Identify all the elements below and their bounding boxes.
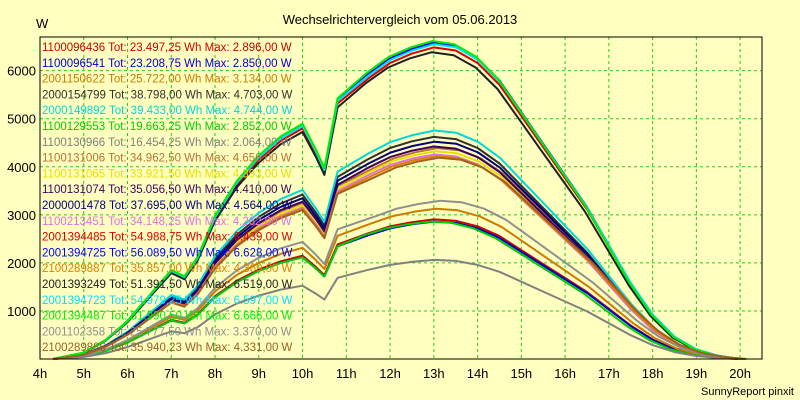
series-line-19 [52,156,746,360]
x-tick-label-12: 16h [554,366,576,381]
legend-entry-1: 1100096541 Tot: 23.208,75 Wh Max: 2.850,… [42,58,292,70]
legend-entry-16: 2001394723 Tot: 54.979,25 Wh Max: 6.597,… [42,295,293,307]
x-tick-label-2: 6h [120,366,134,381]
x-tick-label-0: 4h [33,366,47,381]
x-tick-label-14: 18h [642,366,664,381]
legend-entry-18: 2001102358 Tot: 25.777,50 Wh Max: 3.370,… [42,326,292,338]
legend-entry-19: 2100289886 Tot: 35.940,23 Wh Max: 4.331,… [42,342,293,354]
y-tick-label-5: 6000 [7,64,36,79]
series-line-5 [53,220,737,360]
legend-entry-0: 1100096436 Tot: 23.497,25 Wh Max: 2.896,… [42,42,292,54]
x-tick-label-7: 11h [336,366,357,381]
series-line-2 [53,207,743,360]
series-lines [52,40,747,360]
legend-entry-4: 2000149892 Tot: 39.433,00 Wh Max: 4.744,… [42,105,293,117]
x-tick-label-15: 19h [686,366,708,381]
footer-credit: SunnyReport pinxit [701,386,794,398]
x-tick-label-5: 9h [252,366,266,381]
x-tick-label-6: 10h [292,366,314,381]
plot-frame [39,36,763,360]
series-line-17 [52,40,739,360]
y-tick-label-2: 3000 [7,208,36,223]
y-tick-label-1: 2000 [7,256,36,271]
legend-entry-17: 2001394487 Tot: 51.990,50 Wh Max: 6.666,… [42,311,293,323]
series-line-18 [52,199,747,360]
x-tick-label-13: 17h [598,366,620,381]
legend-entry-2: 2001150622 Tot: 25.722,00 Wh Max: 3.134,… [42,74,292,86]
series-line-4 [52,129,741,360]
legend-entry-11: 1100213451 Tot: 34.148,25 Wh Max: 4.262,… [42,216,292,228]
x-tick-label-3: 7h [164,366,178,381]
legend-entry-5: 1100129553 Tot: 19.663,25 Wh Max: 2.852,… [42,121,292,133]
y-axis-ticks: 1000 2000 3000 4000 5000 6000 [7,64,36,319]
y-tick-label-0: 1000 [7,304,36,319]
legend-entry-14: 2100289887 Tot: 35.857,00 Wh Max: 4.369,… [42,263,293,275]
legend-entry-8: 1100131065 Tot: 33.921,50 Wh Max: 4.393,… [42,168,292,180]
x-tick-label-9: 13h [423,366,445,381]
x-tick-label-4: 8h [208,366,222,381]
legend-entry-10: 2000001478 Tot: 37.695,00 Wh Max: 4.564,… [42,200,293,212]
x-tick-label-1: 5h [77,366,91,381]
x-tick-label-10: 14h [467,366,489,381]
y-axis-unit-label: W [36,16,49,31]
legend-entry-7: 1100131006 Tot: 34.962,50 Wh Max: 4.656,… [42,153,292,165]
x-axis-ticks: 4h 5h 6h 7h 8h 9h 10h 11h 12h 13h 14h 15h 16h 17h 18h 1… [33,366,751,381]
legend-entry-15: 2001393249 Tot: 51.391,50 Wh Max: 6.519,… [42,279,293,291]
series-line-15 [52,51,739,360]
chart-title: Wechselrichtervergleich vom 05.06.2013 [283,12,518,27]
series-line-6 [53,258,741,360]
legend-entry-6: 1100130966 Tot: 16.454,25 Wh Max: 2.064,… [42,137,292,149]
legend: 1100096436 Tot: 23.497,25 Wh Max: 2.896,… [42,42,293,354]
legend-entry-3: 2000154799 Tot: 38.798,00 Wh Max: 4.703,… [42,89,293,101]
y-tick-label-4: 5000 [7,112,36,127]
y-tick-label-3: 4000 [7,160,36,175]
x-tick-label-8: 12h [379,366,401,381]
x-tick-label-16: 20h [729,366,751,381]
x-tick-label-11: 15h [510,366,532,381]
legend-entry-9: 1100131074 Tot: 35.056,50 Wh Max: 4.410,… [42,184,292,196]
legend-entry-13: 2001394725 Tot: 56.089,50 Wh Max: 6.628,… [42,247,293,259]
legend-entry-12: 2001394485 Tot: 54.988,75 Wh Max: 6.439,… [42,232,293,244]
